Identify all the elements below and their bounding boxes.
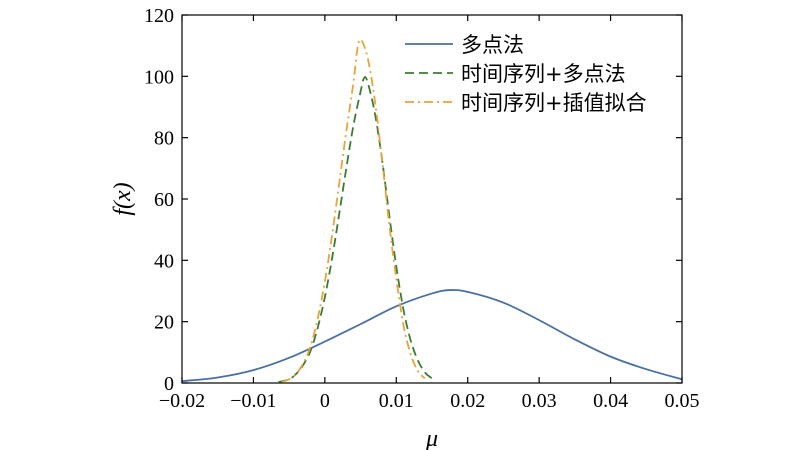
y-tick-label: 100 — [144, 66, 174, 88]
y-tick-label: 120 — [144, 5, 174, 27]
ticks-layer: −0.02 −0.01 0 0.01 0.02 0.03 0.04 0.05 0 20 40 60 80… — [144, 5, 700, 412]
series-line-3 — [281, 38, 426, 383]
x-tick-label: 0.01 — [379, 390, 414, 412]
legend-label-1: 多点法 — [461, 33, 524, 57]
y-tick-label: 20 — [154, 312, 174, 334]
x-tick-label: 0.02 — [450, 390, 485, 412]
y-tick-label: 0 — [164, 373, 174, 395]
series-layer — [181, 38, 683, 383]
x-tick-label: 0.03 — [522, 390, 557, 412]
x-tick-label: 0 — [320, 390, 330, 412]
y-tick-label: 80 — [154, 128, 174, 150]
x-tick-label: 0.05 — [665, 390, 700, 412]
series-line-2 — [278, 76, 437, 383]
x-tick-label: −0.01 — [230, 390, 276, 412]
series-line-1 — [181, 289, 683, 383]
x-axis-label: μ — [425, 426, 438, 450]
y-tick-label: 40 — [154, 250, 174, 272]
legend-label-3: 时间序列+插值拟合 — [461, 91, 647, 115]
x-tick-label: −0.02 — [159, 390, 205, 412]
y-tick-label: 60 — [154, 189, 174, 211]
y-axis-label: f(x) — [110, 182, 136, 215]
legend-label-2: 时间序列+多点法 — [461, 62, 626, 86]
x-tick-label: 0.04 — [593, 390, 628, 412]
